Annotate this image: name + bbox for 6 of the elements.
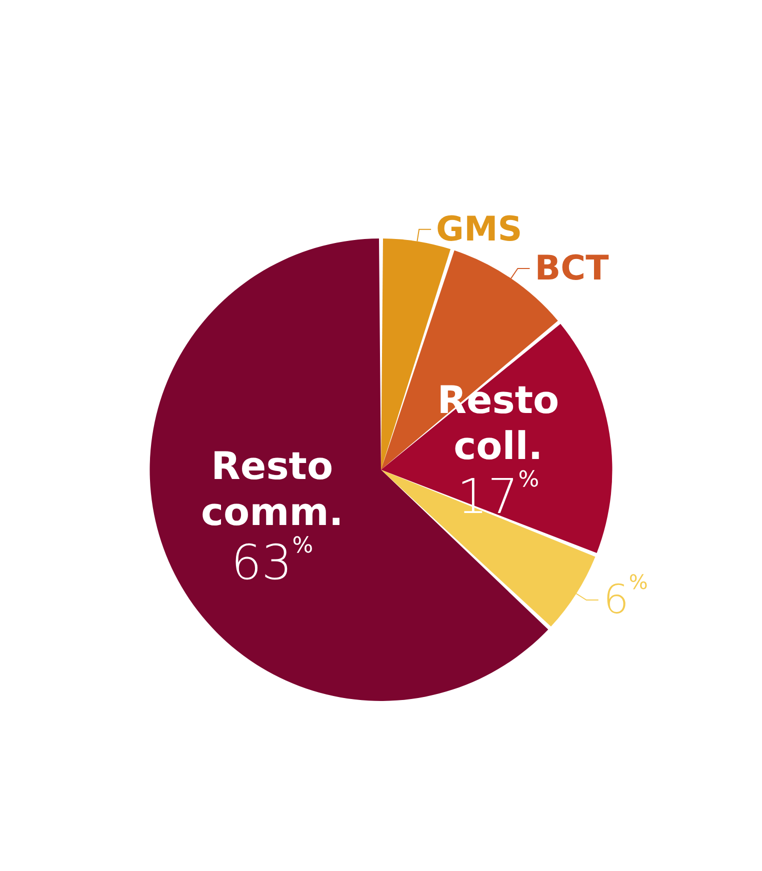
slice-label: GMS (436, 209, 522, 250)
data-label: 6% (603, 570, 648, 624)
slice-label: BCT (534, 248, 610, 289)
data-label: 63% (231, 533, 314, 591)
data-label: 17% (457, 468, 540, 526)
slice-label: Resto comm. (200, 444, 344, 534)
